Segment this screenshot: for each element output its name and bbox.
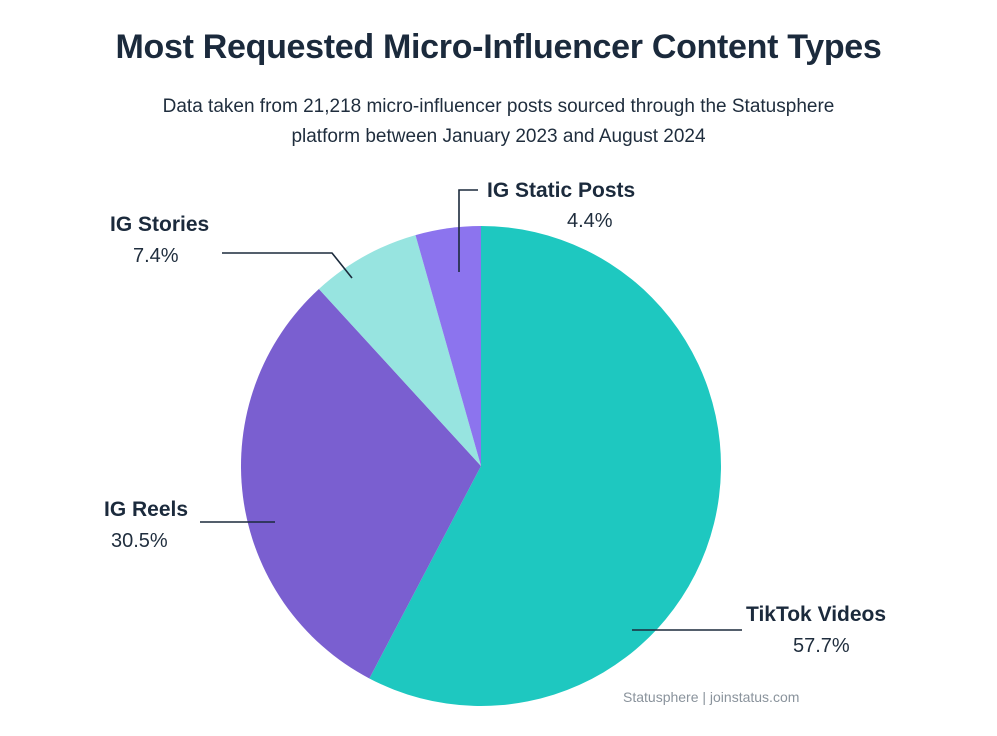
- slice-label-ig-static-posts: IG Static Posts: [487, 179, 635, 202]
- pie-slice-ig-static-posts: [415, 226, 481, 466]
- chart-subtitle-line-1: Data taken from 21,218 micro-influencer …: [162, 96, 835, 117]
- leader-line-ig-stories: [222, 252, 353, 279]
- pie-slice-ig-stories: [318, 235, 481, 466]
- slice-value-ig-static-posts: 4.4%: [567, 210, 613, 232]
- slice-value-ig-stories: 7.4%: [133, 245, 179, 267]
- slice-label-tiktok-videos: TikTok Videos: [746, 603, 886, 626]
- slice-label-ig-stories: IG Stories: [110, 213, 209, 236]
- slice-label-ig-reels: IG Reels: [104, 498, 188, 521]
- source-credit: Statusphere | joinstatus.com: [623, 689, 800, 705]
- chart-title: Most Requested Micro-Influencer Content …: [115, 28, 882, 66]
- pie-slice-tiktok-videos: [369, 226, 721, 706]
- slice-value-ig-reels: 30.5%: [111, 530, 168, 552]
- pie-labels: IG Static Posts 4.4% IG Stories 7.4% IG …: [104, 179, 886, 657]
- slice-value-tiktok-videos: 57.7%: [793, 635, 850, 657]
- chart-subtitle-line-2: platform between January 2023 and August…: [291, 126, 706, 147]
- pie-slice-ig-reels: [240, 289, 481, 679]
- pie-slices: [240, 226, 721, 706]
- leader-line-ig-static-posts: [458, 189, 478, 272]
